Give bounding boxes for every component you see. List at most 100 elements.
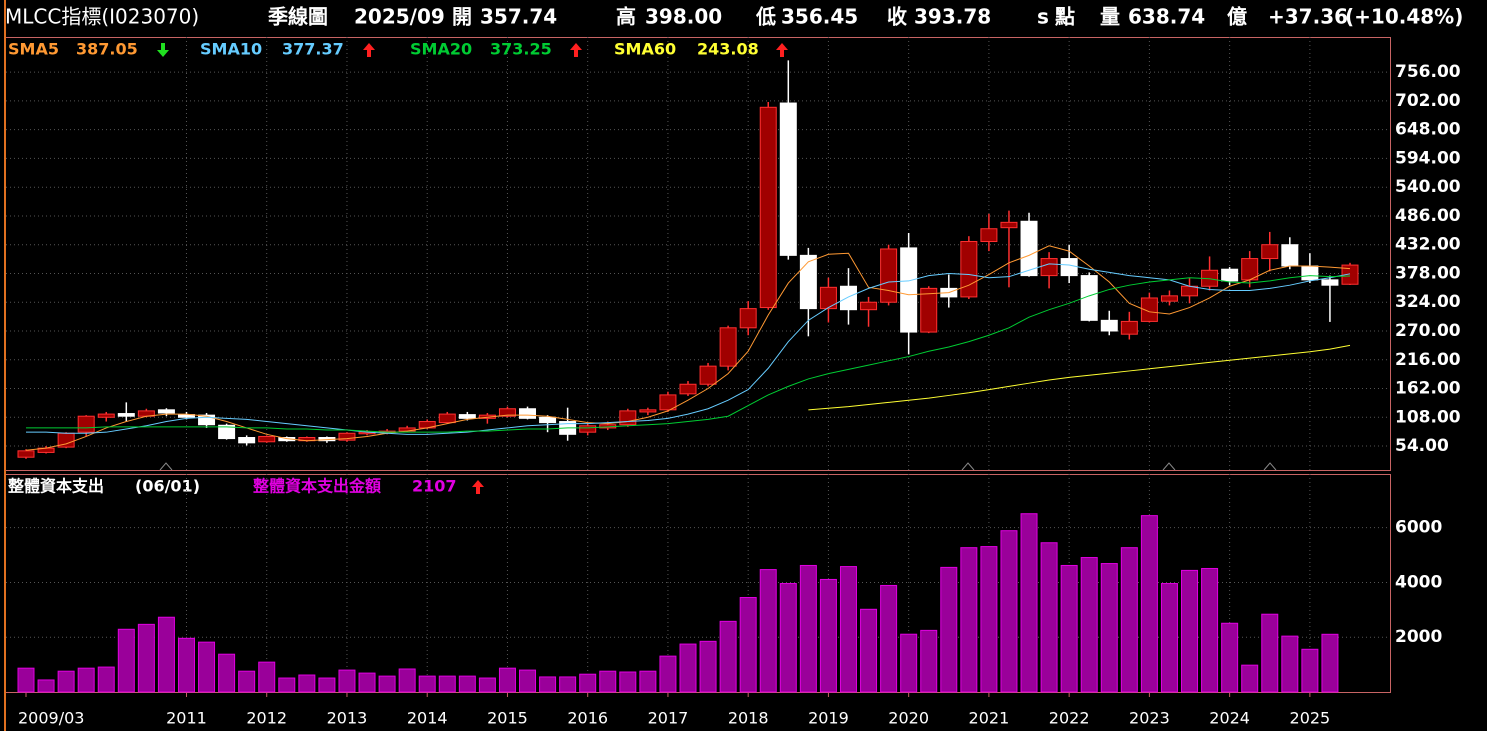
event-marker [159, 462, 173, 471]
candle-body [1221, 268, 1239, 282]
candle-body [579, 425, 597, 433]
bar [739, 597, 757, 693]
y-tick-label: 324.00 [1395, 292, 1461, 312]
x-tick-label: 2020 [888, 709, 929, 728]
bar [940, 566, 958, 693]
header-item: 高 [616, 5, 636, 29]
candle-body [839, 285, 857, 311]
bar [1080, 557, 1098, 693]
bar [1261, 613, 1279, 693]
y-tick-label: 540.00 [1395, 177, 1461, 197]
bar [278, 677, 296, 693]
candle-body [77, 415, 95, 433]
candle-body [1040, 258, 1058, 277]
bar [839, 566, 857, 693]
bar [298, 674, 316, 693]
x-tick-label: 2021 [969, 709, 1010, 728]
legend-name: 整體資本支出金額 [252, 477, 381, 496]
header-item: (+10.48%) [1345, 5, 1463, 29]
y-tick-label: 378.00 [1395, 263, 1461, 283]
candle-body [498, 408, 516, 417]
bar [438, 675, 456, 693]
candle-body [1120, 320, 1138, 335]
chart-title: MLCC指標(I023070) [5, 5, 199, 29]
candle-body [1261, 244, 1279, 260]
bar [458, 675, 476, 693]
candle-body [458, 414, 476, 419]
candle-body [519, 408, 537, 419]
bar [97, 666, 115, 693]
x-tick-label: 2011 [166, 709, 207, 728]
x-tick-label: 2009/03 [18, 709, 84, 728]
bar [338, 669, 356, 693]
bar [498, 667, 516, 693]
candle-body [1321, 279, 1339, 286]
candle-body [819, 286, 837, 310]
candle-body [659, 394, 677, 411]
bar [799, 564, 817, 693]
header-item: 開 [452, 5, 472, 29]
candle-body [117, 413, 135, 417]
event-marker [961, 462, 975, 471]
header-item: 356.45 [781, 5, 858, 29]
candle-body [1341, 264, 1359, 285]
candle-body [1100, 319, 1118, 332]
candle-body [1080, 275, 1098, 321]
bar [719, 620, 737, 693]
bar [198, 641, 216, 693]
candle-body [980, 228, 998, 243]
candle-body [1301, 265, 1319, 281]
candle-body [1020, 220, 1038, 277]
header-item: 低 [755, 5, 776, 29]
y-tick-label: 162.00 [1395, 379, 1461, 399]
bar [659, 655, 677, 693]
bar [599, 670, 617, 693]
candle-body [238, 437, 256, 444]
bar [1201, 567, 1219, 693]
bar [759, 569, 777, 693]
bar [1321, 633, 1339, 693]
bar [860, 608, 878, 693]
header-item: 收 [887, 5, 907, 29]
candle-body [218, 424, 236, 440]
bar [819, 578, 837, 693]
event-markers [159, 462, 1277, 471]
candle-body [1000, 221, 1018, 229]
bar [1181, 569, 1199, 693]
bar [519, 669, 537, 693]
candle-body [177, 414, 195, 418]
y-tick-label: 4000 [1395, 572, 1442, 592]
x-tick-label: 2025 [1290, 709, 1331, 728]
y-tick-label: 702.00 [1395, 91, 1461, 111]
y-tick-label: 108.00 [1395, 407, 1461, 427]
event-marker [1162, 462, 1176, 471]
y-tick-label: 648.00 [1395, 120, 1461, 140]
x-tick-label: 2022 [1049, 709, 1090, 728]
candle-body [619, 410, 637, 426]
bar [1120, 547, 1138, 693]
bar [418, 675, 436, 693]
header-item: s [1037, 5, 1049, 29]
legend-value: 387.05 [76, 40, 138, 59]
header-item: 393.78 [914, 5, 991, 29]
candle-body [779, 102, 797, 256]
candle-body [679, 383, 697, 395]
candle-body [1140, 297, 1158, 322]
candle-body [960, 241, 978, 298]
x-tick-label: 2017 [648, 709, 689, 728]
candle-body [1160, 295, 1178, 302]
bar [358, 672, 376, 693]
sma-line [26, 263, 1351, 435]
header-item: 億 [1227, 5, 1247, 29]
y-tick-label: 2000 [1395, 627, 1442, 647]
trend-arrow [776, 43, 788, 57]
y-tick-label: 594.00 [1395, 148, 1461, 168]
candle-body [17, 450, 35, 458]
candle-body [920, 287, 938, 333]
x-tick-label: 2013 [327, 709, 368, 728]
bar [1040, 542, 1058, 693]
bar [157, 616, 175, 693]
x-tick-label: 2019 [808, 709, 849, 728]
bar [960, 547, 978, 693]
y-tick-label: 486.00 [1395, 206, 1461, 226]
